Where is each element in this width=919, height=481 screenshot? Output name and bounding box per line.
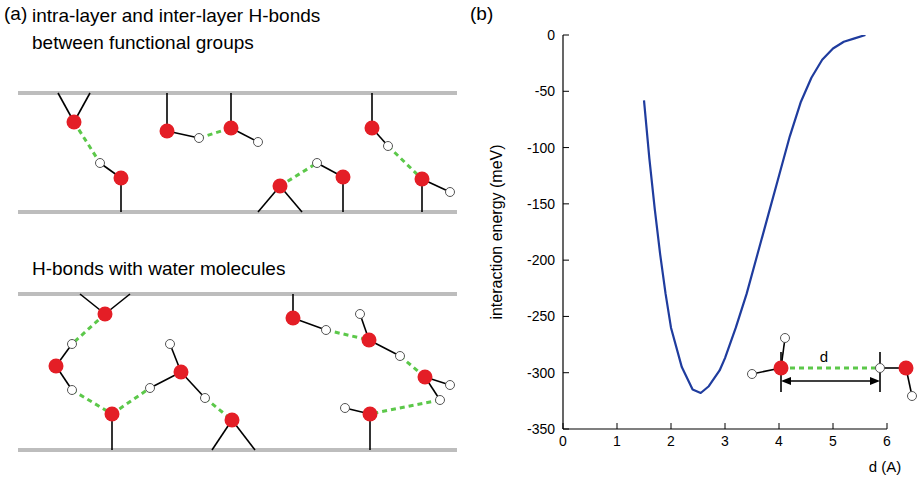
y-tick-label: -150 xyxy=(527,196,555,212)
hydrogen xyxy=(446,381,455,390)
x-tick-label: 4 xyxy=(775,433,783,449)
hydrogen xyxy=(96,159,105,168)
oxygen xyxy=(98,307,113,322)
hydrogen xyxy=(195,134,204,143)
hydrogen xyxy=(446,188,455,197)
arrow-heads xyxy=(781,377,880,385)
hydrogen xyxy=(254,138,263,147)
y-tick xyxy=(563,429,569,430)
h-bond xyxy=(781,367,880,370)
x-tick-label: 1 xyxy=(613,433,621,449)
y-tick-label: -250 xyxy=(527,308,555,324)
section-title: intra-layer and inter-layer H-bonds xyxy=(32,5,320,26)
hydrogen xyxy=(781,334,790,343)
hydrogen xyxy=(146,384,155,393)
hydrogen xyxy=(356,310,365,319)
y-tick xyxy=(563,372,569,373)
oxygen xyxy=(114,171,129,186)
oxygen xyxy=(273,179,288,194)
layer xyxy=(18,91,457,95)
inset: d xyxy=(748,334,917,401)
x-axis-title: d (A) xyxy=(869,458,902,475)
panel-letter: (b) xyxy=(470,3,493,24)
bonds xyxy=(56,93,450,450)
oxygen xyxy=(362,333,377,348)
x-tick-label: 6 xyxy=(883,433,891,449)
hydrogen xyxy=(68,386,77,395)
y-tick-label: -300 xyxy=(527,365,555,381)
oxygen xyxy=(105,407,120,422)
x-tick xyxy=(617,423,618,429)
oxygen xyxy=(174,365,189,380)
panel-a: (a)intra-layer and inter-layer H-bonds be… xyxy=(4,3,457,450)
atoms xyxy=(49,115,455,428)
oxygen xyxy=(224,121,239,136)
distance-arrow xyxy=(786,380,875,381)
oxygen xyxy=(286,311,301,326)
y-tick xyxy=(563,35,569,36)
oxygen xyxy=(899,361,914,376)
y-tick-label: -50 xyxy=(535,83,555,99)
hydrogen xyxy=(68,340,77,349)
x-tick xyxy=(671,423,672,429)
plot-area xyxy=(644,35,865,393)
hydrogen xyxy=(166,340,175,349)
oxygen xyxy=(774,361,789,376)
hydrogen xyxy=(322,326,331,335)
layer xyxy=(18,292,457,296)
x-tick xyxy=(563,423,564,429)
oxygen xyxy=(225,413,240,428)
y-axis xyxy=(562,35,563,429)
y-tick-label: 0 xyxy=(547,27,555,43)
section-title: between functional groups xyxy=(32,32,254,53)
oxygen xyxy=(365,121,380,136)
y-axis-title: interaction energy (meV) xyxy=(488,144,505,319)
hydrogen xyxy=(876,364,885,373)
layer xyxy=(18,448,457,452)
figure: (a)intra-layer and inter-layer H-bonds be… xyxy=(0,0,919,481)
x-tick xyxy=(887,423,888,429)
hydrogen xyxy=(201,394,210,403)
y-tick-label: -350 xyxy=(527,421,555,437)
y-tick xyxy=(563,316,569,317)
h-bond xyxy=(370,400,440,414)
annotation: d xyxy=(820,348,828,365)
hydrogen xyxy=(313,159,322,168)
x-tick xyxy=(725,423,726,429)
hydrogen xyxy=(908,392,917,401)
oxygen xyxy=(415,172,430,187)
layer xyxy=(18,210,457,214)
hydrogen xyxy=(341,404,350,413)
x-tick-label: 0 xyxy=(559,433,567,449)
oxygen xyxy=(49,359,64,374)
x-tick xyxy=(779,423,780,429)
hydrogen xyxy=(436,396,445,405)
hydrogen xyxy=(396,352,405,361)
oxygen xyxy=(160,124,175,139)
energy-curve xyxy=(644,35,865,393)
oxygen xyxy=(336,170,351,185)
panel-b: (b) -350 -300 -250 -200 -150 -100 -50 0 0 1 2 3 4 5 6 d … xyxy=(470,3,917,475)
oxygen xyxy=(67,115,82,130)
y-tick xyxy=(563,203,569,204)
x-tick-label: 3 xyxy=(721,433,729,449)
y-tick xyxy=(563,147,569,148)
oxygen xyxy=(363,407,378,422)
oxygen xyxy=(418,370,433,385)
y-tick-label: -100 xyxy=(527,140,555,156)
y-tick-label: -200 xyxy=(527,252,555,268)
panel-letter: (a) xyxy=(4,3,27,24)
x-tick-label: 5 xyxy=(829,433,837,449)
x-tick-label: 2 xyxy=(667,433,675,449)
y-tick xyxy=(563,91,569,92)
section-title: H-bonds with water molecules xyxy=(32,258,285,279)
hydrogen xyxy=(384,142,393,151)
x-tick xyxy=(833,423,834,429)
hydrogen xyxy=(748,370,757,379)
y-tick xyxy=(563,260,569,261)
